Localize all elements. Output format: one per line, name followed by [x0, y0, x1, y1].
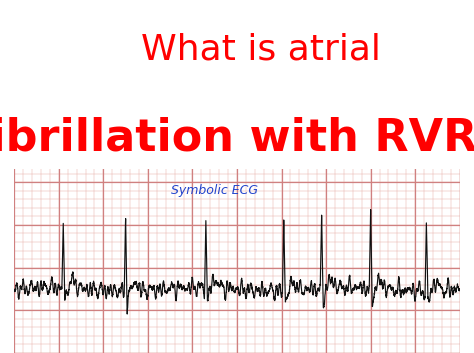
Text: fibrillation with RVR?: fibrillation with RVR? [0, 116, 474, 159]
Text: Symbolic ECG: Symbolic ECG [171, 184, 258, 197]
Text: What is atrial: What is atrial [141, 32, 381, 66]
